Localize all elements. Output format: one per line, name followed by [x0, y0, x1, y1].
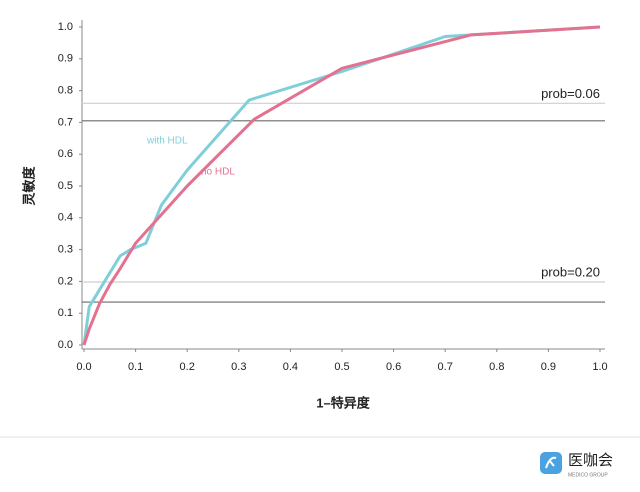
logo-sub: MEDICO GROUP	[568, 472, 608, 478]
series-label: no HDL	[201, 167, 235, 178]
y-tick-label: 0.3	[58, 244, 73, 256]
series-line	[82, 25, 601, 346]
logo-brand: 医咖会	[568, 452, 613, 469]
annotation: prob=0.06	[541, 86, 600, 101]
y-tick-label: 0.8	[58, 85, 73, 97]
y-tick-label: 0.7	[58, 116, 73, 128]
x-tick-label: 0.2	[180, 361, 195, 373]
y-tick-label: 0.9	[58, 53, 73, 65]
x-tick-label: 0.9	[541, 361, 556, 373]
series-label: with HDL	[146, 136, 188, 147]
annotation: prob=0.20	[541, 264, 600, 279]
y-tick-label: 0.2	[58, 275, 73, 287]
x-tick-label: 0.6	[386, 361, 401, 373]
y-axis-title: 灵敏度	[21, 166, 36, 206]
x-tick-label: 0.5	[334, 361, 349, 373]
y-tick-label: 0.1	[58, 307, 73, 319]
x-tick-label: 0.1	[128, 361, 143, 373]
series-line	[82, 25, 601, 346]
x-tick-label: 0.3	[231, 361, 246, 373]
x-tick-label: 0.7	[438, 361, 453, 373]
x-tick-label: 0.4	[283, 361, 298, 373]
logo-glyph	[545, 456, 557, 469]
y-tick-label: 0.6	[58, 148, 73, 160]
x-tick-label: 1.0	[592, 361, 607, 373]
y-tick-label: 0.4	[58, 212, 73, 224]
y-tick-label: 0.0	[58, 339, 73, 351]
x-tick-label: 0.0	[76, 361, 91, 373]
x-tick-label: 0.8	[489, 361, 504, 373]
y-tick-label: 0.5	[58, 180, 73, 192]
y-tick-label: 1.0	[58, 21, 73, 33]
x-axis-title: 1–特异度	[316, 395, 370, 410]
